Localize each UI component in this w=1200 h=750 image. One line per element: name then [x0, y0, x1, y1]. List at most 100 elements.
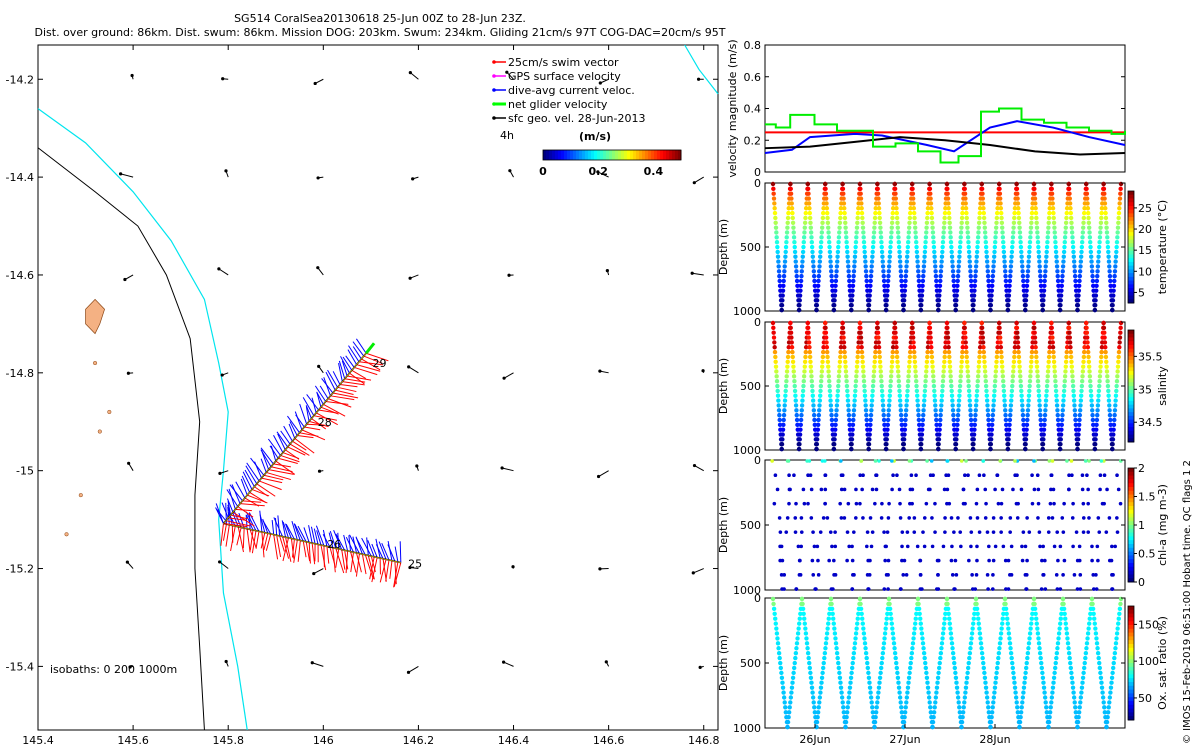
salinity-point — [964, 354, 969, 360]
salinity-point — [864, 417, 869, 423]
salinity-point — [838, 349, 843, 355]
temperature-point — [814, 303, 820, 308]
current-vector — [381, 543, 390, 561]
salinity-point — [836, 378, 841, 384]
temperature-point — [1032, 186, 1037, 192]
oxygen-point — [925, 680, 930, 685]
oxygen-point — [953, 675, 959, 680]
temperature-point — [1064, 210, 1069, 216]
y-tick-label: 500 — [740, 380, 761, 393]
chlorophyll-point — [793, 516, 798, 520]
oxygen-point — [1084, 641, 1090, 646]
salinity-point — [881, 412, 886, 418]
swim-vector — [223, 523, 248, 528]
salinity-point — [932, 393, 937, 398]
salinity-point — [917, 422, 922, 428]
salinity-point — [847, 422, 852, 428]
salinity-point — [936, 446, 941, 452]
salinity-point — [825, 349, 830, 355]
chlorophyll-point — [904, 573, 909, 577]
salinity-point — [970, 446, 976, 452]
salinity-point — [854, 374, 859, 379]
chlorophyll-point — [901, 573, 906, 577]
salinity-point — [904, 398, 910, 403]
oxygen-point — [891, 636, 896, 641]
salinity-colorbar-cell — [1128, 389, 1134, 394]
sfc-velocity-vector — [219, 561, 229, 569]
temperature-point — [1111, 283, 1117, 289]
salinity-point — [1101, 320, 1106, 326]
chlorophyll-point — [1011, 487, 1015, 492]
chlorophyll-point — [914, 473, 918, 478]
temperature-point — [860, 215, 865, 221]
temperature-point — [1020, 273, 1026, 279]
salinity-point — [776, 398, 781, 403]
temperature-point — [1110, 303, 1115, 308]
salinity-point — [889, 364, 894, 369]
oxygen-point — [790, 680, 795, 685]
chlorophyll-point — [922, 516, 927, 520]
temperature-point — [786, 206, 791, 211]
temperature-point — [833, 288, 838, 293]
salinity-colorbar-cell — [1128, 363, 1134, 368]
temperature-point — [1017, 230, 1023, 235]
chlorophyll-point — [915, 544, 920, 549]
salinity-point — [878, 374, 884, 379]
temperature-cbar-tick-label: 10 — [1138, 265, 1152, 278]
oxygen-point — [859, 611, 864, 616]
temperature-point — [1112, 273, 1117, 279]
temperature-point — [1008, 273, 1013, 279]
temperature-colorbar-cell — [1128, 250, 1134, 255]
salinity-point — [980, 330, 985, 335]
sfc-velocity-arrowhead — [698, 665, 702, 669]
y-tick-label: 0 — [754, 166, 761, 179]
isobath-label: isobaths: 0 200 1000m — [50, 663, 177, 676]
salinity-point — [1002, 403, 1008, 408]
chlorophyll-point — [907, 459, 912, 463]
temperature-point — [1094, 288, 1099, 293]
temperature-point — [882, 283, 887, 289]
temperature-point — [777, 283, 783, 289]
temperature-point — [960, 210, 965, 216]
oxygen-point — [1073, 705, 1078, 710]
salinity-point — [894, 354, 900, 360]
temperature-point — [1024, 283, 1030, 289]
salinity-point — [940, 383, 945, 389]
temperature-point — [789, 201, 794, 206]
temperature-point — [1063, 225, 1068, 230]
oxygen-point — [836, 660, 841, 666]
temperature-point — [1116, 220, 1121, 225]
map-y-tick-label: -14.2 — [6, 73, 34, 86]
salinity-point — [1060, 408, 1065, 413]
oxygen-colorbar-cell — [1128, 647, 1134, 653]
salinity-point — [792, 378, 797, 384]
temperature-point — [1094, 278, 1100, 284]
y-tick-label: 0 — [754, 177, 761, 190]
temperature-colorbar-cell — [1128, 220, 1134, 226]
chlorophyll-point — [983, 487, 988, 492]
salinity-point — [840, 325, 846, 331]
oxygen-colorbar-cell — [1128, 689, 1134, 694]
temperature-colorbar-cell — [1128, 235, 1134, 241]
salinity-point — [913, 374, 919, 379]
temperature-point — [777, 278, 782, 284]
chlorophyll-point — [794, 587, 798, 591]
oxygen-point — [868, 695, 874, 700]
salinity-point — [1110, 446, 1115, 452]
chlorophyll-point — [1020, 558, 1025, 563]
swim-vector — [305, 541, 311, 562]
temperature-point — [1064, 215, 1069, 221]
temperature-point — [892, 186, 898, 192]
oxygen-point — [878, 665, 884, 671]
chlorophyll-point — [806, 501, 810, 506]
temperature-point — [793, 254, 798, 259]
oxygen-point — [1071, 690, 1076, 695]
chlorophyll-point — [779, 573, 784, 577]
salinity-point — [788, 325, 793, 331]
salinity-point — [1055, 412, 1060, 418]
chlorophyll-point — [983, 516, 988, 520]
salinity-point — [906, 369, 912, 374]
legend-duration-label: 4h — [500, 129, 514, 142]
chlorophyll-point — [1006, 587, 1011, 591]
temperature-point — [817, 264, 822, 269]
